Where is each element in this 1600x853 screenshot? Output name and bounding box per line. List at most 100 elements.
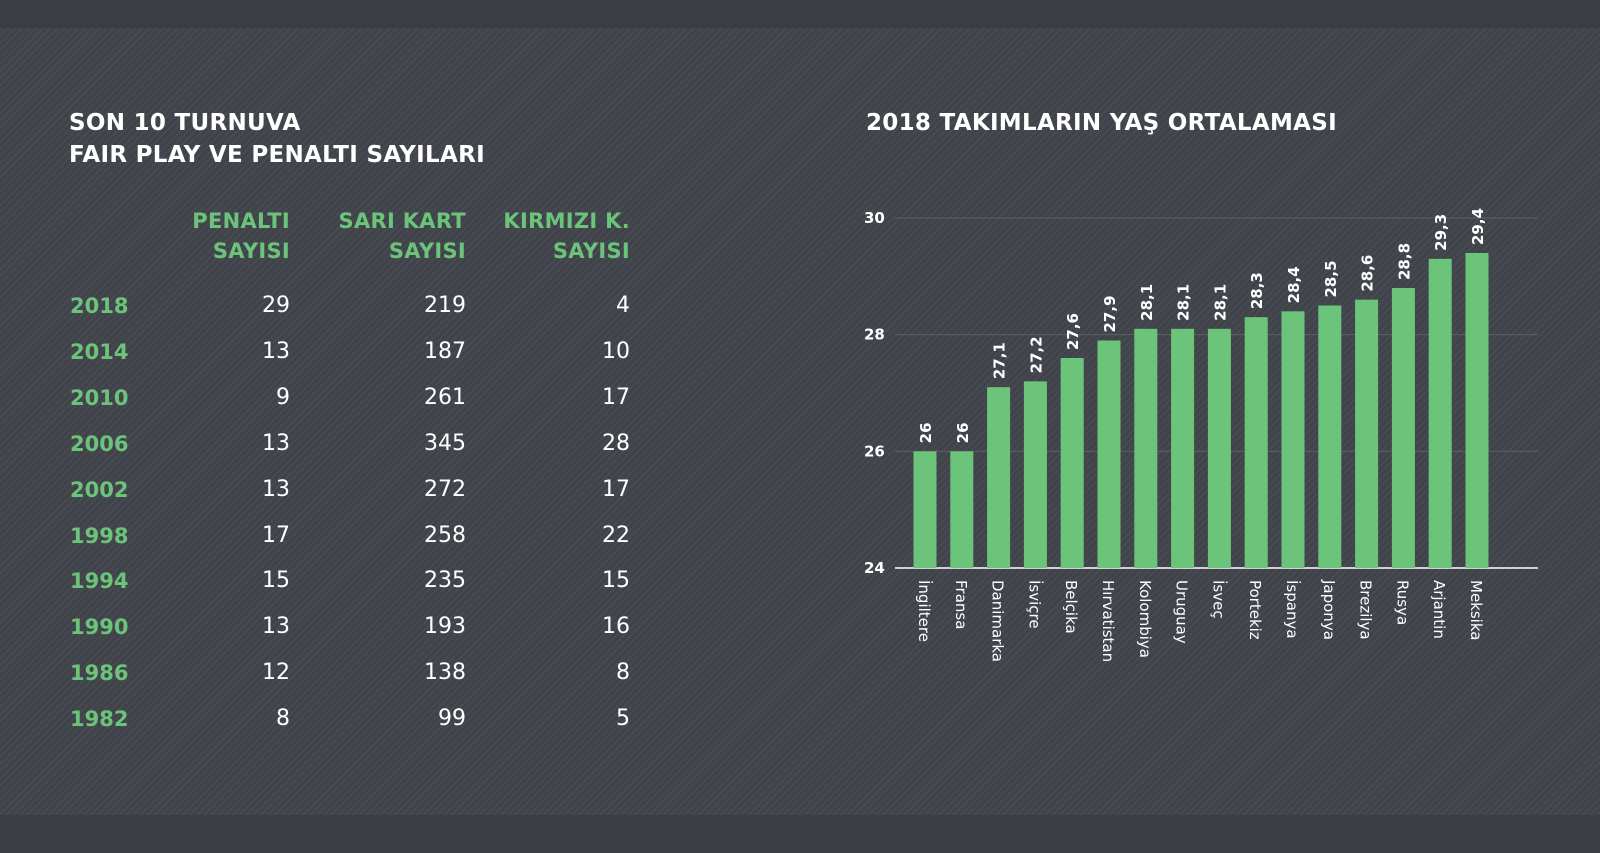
table-cell-penalti: 13: [262, 339, 290, 364]
bar: [1244, 317, 1268, 568]
bar-value-label: 28,3: [1248, 272, 1266, 309]
bar: [987, 387, 1011, 568]
col-header-kirmizi-kart: KIRMIZI K. SAYISI: [503, 206, 630, 266]
bar: [1318, 305, 1342, 568]
x-tick-label: İngiltere: [915, 580, 934, 642]
table-row-year: 2010: [70, 386, 129, 410]
table-cell-sari: 261: [424, 385, 466, 410]
table-cell-sari: 258: [424, 523, 466, 548]
table-cell-sari: 219: [424, 293, 466, 318]
bar: [1134, 328, 1158, 568]
bar-value-label: 27,6: [1064, 313, 1082, 350]
table-cell-kirmizi: 4: [616, 293, 630, 318]
bar: [1391, 288, 1415, 568]
bar: [1355, 299, 1379, 568]
bar: [1097, 340, 1121, 568]
table-cell-penalti: 12: [262, 660, 290, 685]
x-tick-label: İsveç: [1209, 580, 1228, 619]
table-row-year: 1994: [70, 569, 129, 593]
col-header-sari-kart-line2: SAYISI: [388, 239, 466, 263]
table-cell-sari: 193: [424, 614, 466, 639]
bar: [950, 451, 974, 568]
x-tick-label: Arjantin: [1430, 580, 1448, 639]
table-row-year: 1982: [70, 707, 129, 731]
x-tick-label: Portekiz: [1246, 580, 1264, 640]
bar-value-label: 27,1: [991, 342, 1009, 379]
x-tick-label: Japonya: [1320, 579, 1338, 640]
bar-value-label: 28,1: [1175, 284, 1193, 321]
y-tick-label: 28: [864, 326, 885, 344]
table-row-year: 1990: [70, 615, 129, 639]
table-row-year: 1998: [70, 524, 129, 548]
x-tick-label: Uruguay: [1173, 580, 1191, 644]
table-cell-kirmizi: 28: [602, 431, 630, 456]
table-cell-penalti: 13: [262, 614, 290, 639]
table-cell-sari: 345: [424, 431, 466, 456]
col-header-sari-kart-line1: SARI KART: [338, 209, 466, 233]
x-tick-label: Rusya: [1393, 580, 1411, 625]
bar-value-label: 28,5: [1322, 260, 1340, 297]
y-tick-label: 30: [864, 209, 885, 227]
table-cell-penalti: 13: [262, 477, 290, 502]
table-cell-kirmizi: 16: [602, 614, 630, 639]
table-row-year: 2002: [70, 478, 129, 502]
table-cell-penalti: 15: [262, 568, 290, 593]
table-row-year: 2014: [70, 340, 129, 364]
bar-value-label: 27,2: [1027, 336, 1045, 373]
col-header-sari-kart: SARI KART SAYISI: [339, 206, 466, 266]
bar-value-label: 28,8: [1395, 243, 1413, 280]
table-cell-penalti: 17: [262, 523, 290, 548]
bar-value-label: 28,6: [1359, 255, 1377, 292]
bar: [1023, 381, 1047, 568]
table-cell-sari: 99: [438, 706, 466, 731]
bar: [1281, 311, 1305, 568]
table-cell-penalti: 9: [276, 385, 290, 410]
y-tick-label: 24: [864, 559, 885, 577]
table-cell-kirmizi: 8: [616, 660, 630, 685]
table-cell-kirmizi: 17: [602, 385, 630, 410]
bar-value-label: 29,4: [1469, 208, 1487, 245]
bar-value-label: 26: [917, 422, 935, 443]
table-cell-sari: 138: [424, 660, 466, 685]
table-cell-kirmizi: 17: [602, 477, 630, 502]
table-cell-sari: 272: [424, 477, 466, 502]
table-cell-penalti: 13: [262, 431, 290, 456]
bar-value-label: 28,4: [1285, 266, 1303, 303]
bar: [1171, 328, 1195, 568]
x-tick-label: Belçika: [1062, 580, 1080, 634]
x-tick-label: Brezilya: [1357, 580, 1375, 640]
col-header-kirmizi-kart-line1: KIRMIZI K.: [503, 209, 630, 233]
bar-value-label: 26: [954, 422, 972, 443]
col-header-kirmizi-kart-line2: SAYISI: [552, 239, 630, 263]
table-cell-sari: 235: [424, 568, 466, 593]
bar-value-label: 29,3: [1432, 214, 1450, 251]
bar: [913, 451, 937, 568]
x-tick-label: Kolombiya: [1136, 580, 1154, 658]
bar-value-label: 27,9: [1101, 295, 1119, 332]
table-title-line-1: SON 10 TURNUVA: [69, 110, 301, 136]
table-title-line-2: FAIR PLAY VE PENALTI SAYILARI: [69, 142, 485, 168]
x-tick-label: İspanya: [1283, 580, 1302, 639]
x-tick-label: Meksika: [1467, 580, 1485, 640]
bar: [1428, 258, 1452, 568]
table-cell-sari: 187: [424, 339, 466, 364]
x-tick-label: Hırvatistan: [1099, 580, 1117, 662]
table-cell-kirmizi: 10: [602, 339, 630, 364]
table-cell-kirmizi: 22: [602, 523, 630, 548]
col-header-penalti-line1: PENALTI: [192, 209, 290, 233]
table-cell-penalti: 29: [262, 293, 290, 318]
bar: [1060, 358, 1084, 568]
table-row-year: 2018: [70, 294, 129, 318]
x-tick-label: Fransa: [952, 580, 970, 629]
table-cell-kirmizi: 15: [602, 568, 630, 593]
col-header-penalti-line2: SAYISI: [212, 239, 290, 263]
bar: [1207, 328, 1231, 568]
table-row-year: 2006: [70, 432, 129, 456]
bar-value-label: 28,1: [1138, 284, 1156, 321]
bar-value-label: 28,1: [1211, 284, 1229, 321]
x-tick-label: Danimarka: [989, 580, 1007, 662]
bar: [1465, 253, 1489, 568]
table-cell-kirmizi: 5: [616, 706, 630, 731]
x-tick-label: İsviçre: [1025, 580, 1044, 629]
